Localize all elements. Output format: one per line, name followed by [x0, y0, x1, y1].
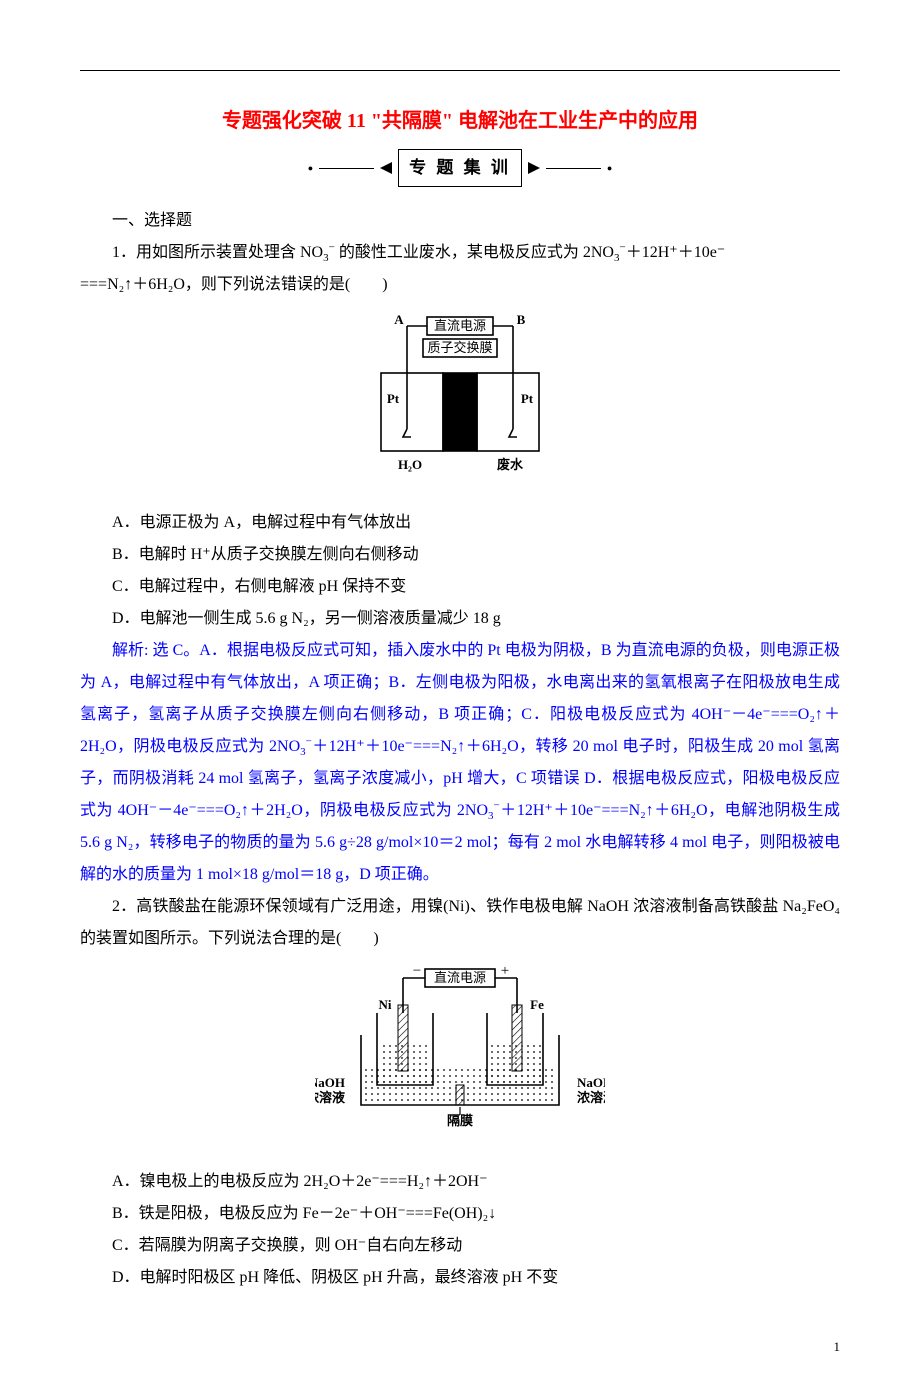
arrow-left-icon	[380, 162, 392, 174]
ans-sub1: 3	[300, 746, 306, 758]
fig1-ptR: Pt	[521, 391, 534, 406]
fig1-waste: 废水	[497, 457, 524, 472]
fig1-top: 直流电源	[434, 318, 486, 333]
line-right	[546, 168, 601, 169]
subtitle-wrap: ● 专 题 集 训 ●	[80, 149, 840, 187]
q1-stem-a: 1．用如图所示装置处理含 NO	[112, 244, 323, 261]
fig1-B: B	[517, 312, 526, 327]
q1-answer: 解析: 选 C。A．根据电极反应式可知，插入废水中的 Pt 电极为阴极，B 为直…	[80, 635, 840, 891]
fig2-sol2: 浓溶液	[577, 1090, 605, 1105]
q1-figure: 直流电源 质子交换膜 A B Pt Pt H₂O 废水	[80, 311, 840, 493]
subtitle-box: ● 专 题 集 训 ●	[308, 149, 613, 187]
page-title: 专题强化突破 11 "共隔膜" 电解池在工业生产中的应用	[80, 101, 840, 141]
dot-right: ●	[607, 159, 612, 177]
top-rule	[80, 70, 840, 71]
q1-stem-c: ＋12H⁺＋10e⁻	[626, 244, 726, 261]
fig1-A: A	[394, 312, 404, 327]
fig2-plus: +	[501, 965, 509, 979]
q1-optD: D．电解池一侧生成 5.6 g N₂，另一侧溶液质量减少 18 g	[80, 603, 840, 635]
q1-figure-svg: 直流电源 质子交换膜 A B Pt Pt H₂O 废水	[355, 311, 565, 481]
q2-optD: D．电解时阳极区 pH 降低、阴极区 pH 升高，最终溶液 pH 不变	[80, 1262, 840, 1294]
fig2-ni: Ni	[379, 997, 392, 1012]
q1-sub1: 3	[323, 252, 329, 264]
fig1-h2o: H₂O	[398, 457, 422, 472]
fig2-top: 直流电源	[434, 970, 486, 985]
q1-optA: A．电源正极为 A，电解过程中有气体放出	[80, 507, 840, 539]
ans-sub2: 3	[488, 810, 494, 822]
fig2-naoh2: NaOH	[577, 1075, 605, 1090]
q2-figure: 直流电源 − + Ni Fe NaOH 浓溶液 NaOH 浓溶液 隔膜	[80, 965, 840, 1152]
fig2-sol1: 浓溶液	[315, 1090, 345, 1105]
q1-stem-b: 的酸性工业废水，某电极反应式为 2NO	[335, 244, 614, 261]
q1-optC: C．电解过程中，右侧电解液 pH 保持不变	[80, 571, 840, 603]
subtitle-text: 专 题 集 训	[398, 149, 522, 187]
q2-optB: B．铁是阳极，电极反应为 Fe－2e⁻＋OH⁻===Fe(OH)₂↓	[80, 1198, 840, 1230]
q1-optB: B．电解时 H⁺从质子交换膜左侧向右侧移动	[80, 539, 840, 571]
fig2-membrane: 隔膜	[447, 1113, 473, 1128]
fig1-ptL: Pt	[387, 391, 400, 406]
fig2-naoh1: NaOH	[315, 1075, 345, 1090]
line-left	[319, 168, 374, 169]
dot-left: ●	[308, 159, 313, 177]
fig2-minus: −	[413, 965, 421, 979]
fig1-membrane: 质子交换膜	[427, 340, 492, 355]
page-number: 1	[80, 1334, 840, 1360]
fig2-fe: Fe	[530, 997, 544, 1012]
q2-optC: C．若隔膜为阴离子交换膜，则 OH⁻自右向左移动	[80, 1230, 840, 1262]
section-heading: 一、选择题	[80, 205, 840, 237]
q1-stem: 1．用如图所示装置处理含 NO3− 的酸性工业废水，某电极反应式为 2NO3−＋…	[80, 237, 840, 269]
arrow-right-icon	[528, 162, 540, 174]
q2-figure-svg: 直流电源 − + Ni Fe NaOH 浓溶液 NaOH 浓溶液 隔膜	[315, 965, 605, 1140]
q2-optA: A．镍电极上的电极反应为 2H₂O＋2e⁻===H₂↑＋2OH⁻	[80, 1166, 840, 1198]
q1-stem-line2: ===N₂↑＋6H₂O，则下列说法错误的是( )	[80, 269, 840, 301]
q2-stem: 2．高铁酸盐在能源环保领域有广泛用途，用镍(Ni)、铁作电极电解 NaOH 浓溶…	[80, 891, 840, 955]
